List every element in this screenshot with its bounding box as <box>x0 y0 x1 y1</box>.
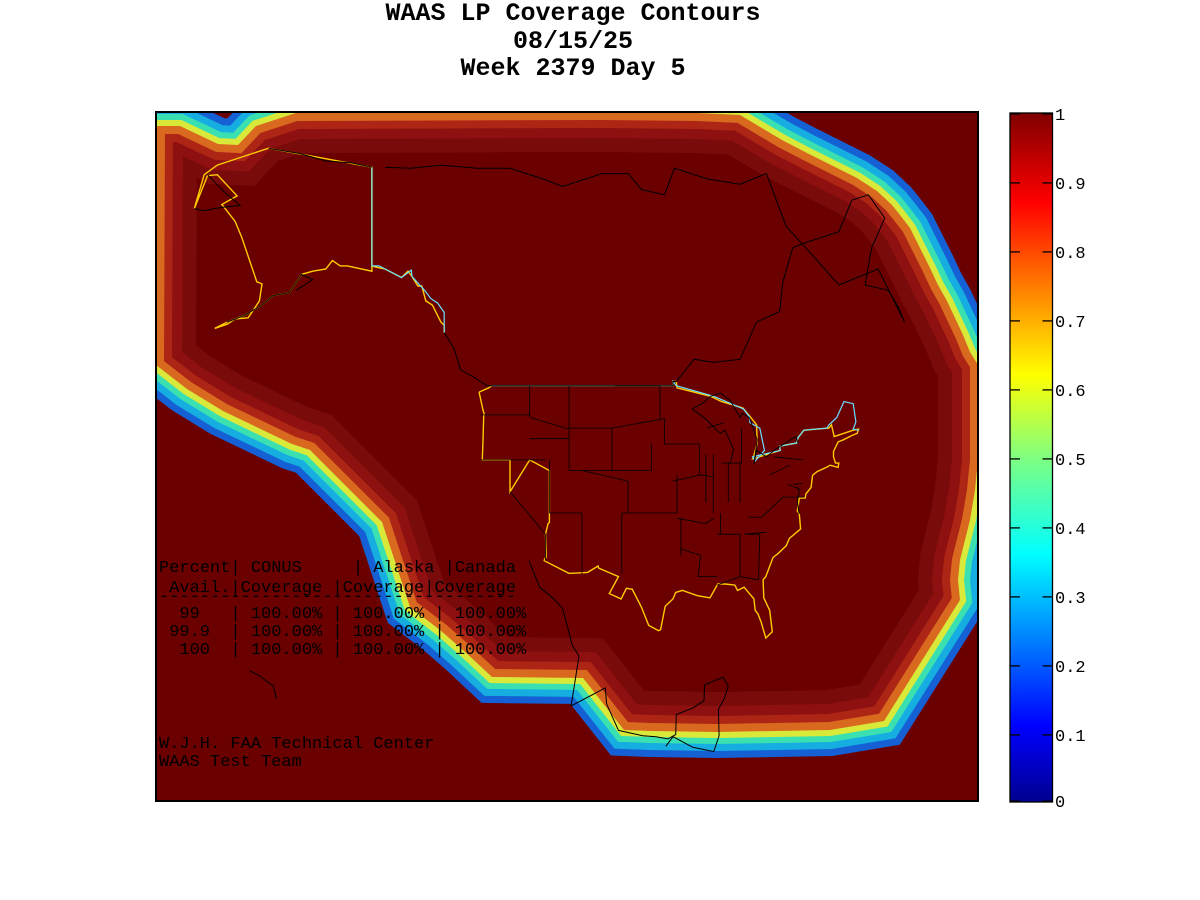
svg-text:0.9: 0.9 <box>1055 176 1086 195</box>
svg-text:0.8: 0.8 <box>1055 245 1086 264</box>
svg-text:0.1: 0.1 <box>1055 728 1086 747</box>
svg-text:0.4: 0.4 <box>1055 521 1086 540</box>
svg-text:WAAS Test Team: WAAS Test Team <box>159 753 302 772</box>
svg-text:0.3: 0.3 <box>1055 590 1086 609</box>
svg-text:Percent| CONUS | Alaska |C: Percent| CONUS | Alaska |Canada <box>159 559 516 578</box>
svg-text:W.J.H. FAA Technical Center: W.J.H. FAA Technical Center <box>159 735 434 754</box>
svg-text:99.9 | 100.00% | 100.00% | 10: 99.9 | 100.00% | 100.00% | 100.00% <box>159 623 527 642</box>
svg-text:0.6: 0.6 <box>1055 383 1086 402</box>
svg-text:0.5: 0.5 <box>1055 452 1086 471</box>
svg-text:1: 1 <box>1055 107 1065 126</box>
svg-text:99 | 100.00% | 100.00% | 100: 99 | 100.00% | 100.00% | 100.00% <box>159 605 527 624</box>
svg-text:100 | 100.00% | 100.00% | 100: 100 | 100.00% | 100.00% | 100.00% <box>159 641 527 660</box>
svg-text:0: 0 <box>1055 794 1065 813</box>
svg-text:0.2: 0.2 <box>1055 659 1086 678</box>
svg-text:0.7: 0.7 <box>1055 314 1086 333</box>
